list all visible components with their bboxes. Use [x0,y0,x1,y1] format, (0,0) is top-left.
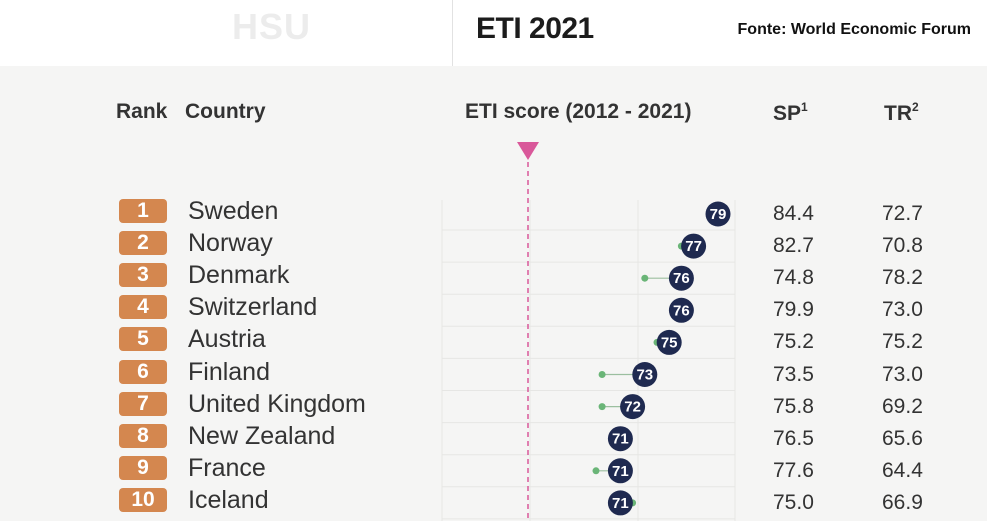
page-title: ETI 2021 [476,12,594,45]
rank-badge: 10 [119,487,167,512]
sp-value: 73.5 [773,362,814,386]
tr-footnote: 2 [912,100,919,114]
score-label: 71 [612,495,629,512]
sp-footnote: 1 [801,100,808,114]
country-name: Sweden [188,197,279,225]
col-header-country: Country [185,100,266,123]
faded-heading: HSU [232,6,312,47]
score-label: 76 [673,302,690,319]
sp-value: 79.9 [773,298,814,322]
sp-value: 75.2 [773,330,814,354]
country-name: Switzerland [188,293,318,322]
score-label: 72 [624,399,641,416]
score-label: 75 [661,334,678,351]
score-2012-dot [592,467,600,475]
tr-value: 69.2 [882,394,923,418]
rank-badge: 6 [119,359,167,384]
score-label: 77 [685,238,702,255]
rank-badge: 8 [119,423,167,448]
col-header-rank: Rank [116,100,168,123]
sp-value: 75.8 [773,394,814,418]
score-label: 79 [710,206,727,223]
sp-value: 77.6 [773,458,814,482]
rank-badge: 3 [119,263,167,288]
tr-value: 75.2 [882,330,923,354]
country-name: Iceland [188,485,269,514]
rank-badge: 5 [119,327,167,352]
rank-badge: 1 [119,199,167,223]
score-2021-dot [705,201,731,227]
tr-value: 66.9 [882,490,923,514]
country-name: Finland [188,357,270,386]
col-header-sp: SP1 [773,100,808,126]
header-divider [452,0,453,66]
score-label: 76 [673,270,690,287]
top-bar [0,0,987,66]
score-label: 71 [612,431,629,448]
country-name: Norway [188,229,273,258]
score-2021-dot [681,233,707,259]
country-name: New Zealand [188,421,336,450]
score-2021-dot [668,297,694,323]
score-2021-dot [607,426,633,452]
tr-value: 72.7 [882,202,923,225]
country-name: France [188,453,266,482]
score-2021-dot [632,362,658,387]
country-name: Denmark [188,261,290,290]
col-header-score: ETI score (2012 - 2021) [465,100,692,123]
sp-value: 74.8 [773,266,814,290]
score-2012-dot [641,274,649,282]
country-name: Austria [188,325,266,354]
tr-value: 64.4 [882,458,923,482]
col-header-tr: TR2 [884,100,919,126]
score-2012-dot [598,403,606,411]
tr-value: 70.8 [882,234,923,258]
score-2021-dot [668,265,694,291]
rank-badge: 4 [119,295,167,320]
score-2021-dot [620,394,646,420]
score-label: 73 [636,367,653,384]
sp-value: 84.4 [773,202,814,225]
score-label: 71 [612,463,629,480]
score-2021-dot [656,329,682,355]
sp-value: 76.5 [773,426,814,450]
score-2021-dot [607,490,633,516]
score-2021-dot [607,458,633,484]
rank-badge: 9 [119,455,167,480]
sp-value: 75.0 [773,490,814,514]
rank-badge: 2 [119,231,167,256]
source-credit: Fonte: World Economic Forum [737,21,971,38]
score-2012-dot [598,371,606,378]
sp-value: 82.7 [773,234,814,258]
country-name: United Kingdom [188,389,366,418]
sp-label: SP [773,102,802,125]
tr-value: 65.6 [882,426,923,450]
tr-label: TR [884,102,912,125]
tr-value: 73.0 [882,362,923,386]
tr-value: 78.2 [882,266,923,290]
tr-value: 73.0 [882,298,923,322]
rank-badge: 7 [119,391,167,416]
reference-marker [517,142,539,160]
